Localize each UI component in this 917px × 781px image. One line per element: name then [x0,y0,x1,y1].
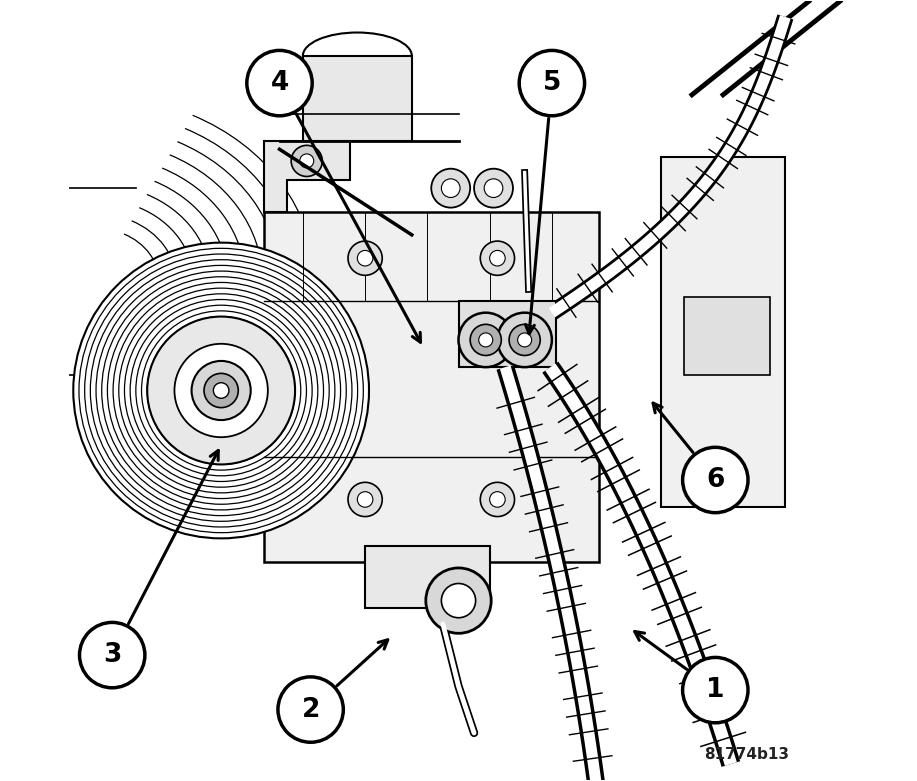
FancyArrowPatch shape [296,114,421,342]
Text: 3: 3 [103,642,121,668]
Text: 6: 6 [706,467,724,493]
Circle shape [517,333,532,347]
Text: 81774b13: 81774b13 [704,747,790,762]
FancyArrowPatch shape [337,640,388,686]
Circle shape [425,568,492,633]
Circle shape [682,658,748,722]
Text: 1: 1 [706,677,724,703]
Circle shape [490,251,505,266]
FancyArrowPatch shape [525,119,548,333]
Circle shape [481,241,514,276]
Circle shape [519,51,584,116]
Circle shape [73,243,369,538]
Circle shape [247,51,312,116]
Circle shape [481,483,514,516]
Circle shape [192,361,250,420]
Circle shape [174,344,268,437]
Circle shape [348,483,382,516]
Circle shape [358,492,373,507]
Circle shape [204,373,238,408]
Circle shape [431,169,470,208]
FancyArrowPatch shape [128,451,218,623]
Polygon shape [264,212,599,562]
Circle shape [509,324,540,355]
FancyArrowPatch shape [635,632,687,669]
Polygon shape [661,157,785,507]
Polygon shape [264,141,349,212]
Circle shape [474,169,513,208]
Circle shape [292,145,322,177]
Circle shape [348,241,382,276]
Circle shape [484,179,503,198]
Circle shape [441,179,460,198]
Text: 2: 2 [302,697,320,722]
Circle shape [490,492,505,507]
Polygon shape [684,297,769,375]
Circle shape [148,316,295,465]
Circle shape [358,251,373,266]
FancyArrowPatch shape [653,403,693,452]
Circle shape [441,583,476,618]
Circle shape [80,622,145,688]
Circle shape [682,448,748,512]
Circle shape [278,677,343,742]
Circle shape [458,312,513,367]
Circle shape [470,324,502,355]
Circle shape [300,154,314,168]
Text: 4: 4 [271,70,289,96]
Circle shape [497,312,552,367]
Text: 5: 5 [543,70,561,96]
Polygon shape [303,56,412,141]
Circle shape [479,333,492,347]
Polygon shape [365,546,490,608]
Circle shape [214,383,229,398]
Polygon shape [458,301,556,367]
